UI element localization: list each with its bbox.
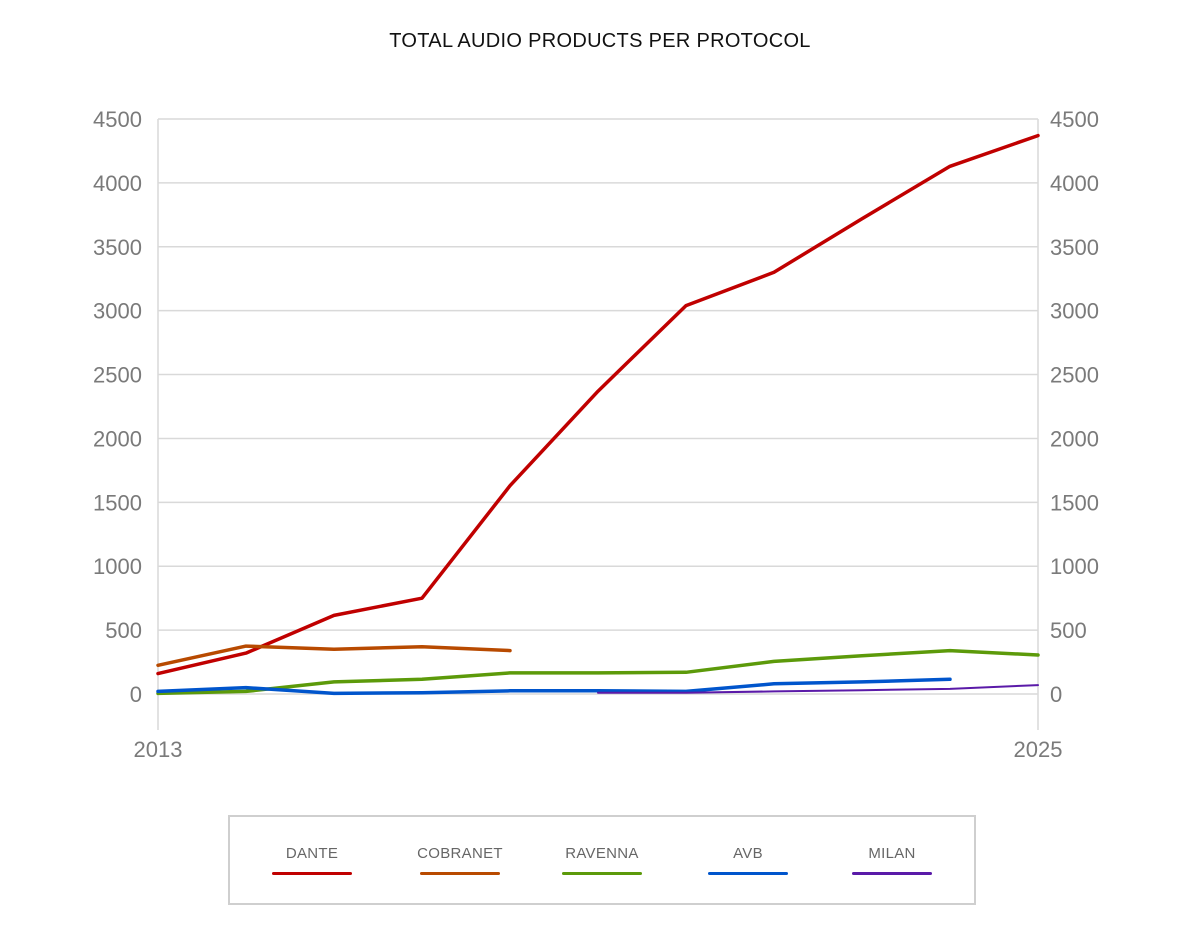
y-tick-label-left: 2000	[93, 426, 142, 451]
series-line-dante	[156, 133, 1040, 676]
legend-swatch	[562, 872, 642, 875]
y-tick-label-right: 4000	[1050, 171, 1099, 196]
y-tick-label-left: 4500	[93, 107, 142, 132]
x-tick-label: 2025	[1014, 737, 1063, 762]
x-tick-label: 2013	[134, 737, 183, 762]
gridlines	[158, 118, 1038, 695]
y-tick-label-left: 500	[105, 618, 142, 643]
y-tick-label-left: 0	[130, 682, 142, 707]
legend-label: AVB	[733, 845, 763, 862]
legend: DANTE COBRANET RAVENNA AVB MILAN	[228, 815, 976, 905]
line-chart: 0 0 500 500 1000 1000 1500 1500 2000 2000 2500 2500…	[93, 107, 1099, 762]
legend-item-ravenna: RAVENNA	[542, 845, 662, 875]
legend-item-cobranet: COBRANET	[400, 845, 520, 875]
series-lines	[156, 133, 1040, 696]
legend-swatch	[420, 872, 500, 875]
series-line-avb	[156, 677, 952, 696]
y-tick-label-right: 4500	[1050, 107, 1099, 132]
legend-label: COBRANET	[417, 845, 503, 862]
legend-item-milan: MILAN	[832, 845, 952, 875]
y-tick-label-left: 3000	[93, 299, 142, 324]
y-tick-label-left: 3500	[93, 235, 142, 260]
y-tick-label-right: 1000	[1050, 554, 1099, 579]
y-tick-label-left: 2500	[93, 363, 142, 388]
legend-label: RAVENNA	[565, 845, 639, 862]
y-tick-label-right: 1500	[1050, 490, 1099, 515]
series-line-cobranet	[156, 644, 512, 668]
legend-item-avb: AVB	[688, 845, 808, 875]
y-tick-label-right: 2000	[1050, 426, 1099, 451]
y-tick-label-right: 2500	[1050, 363, 1099, 388]
y-tick-label-right: 3000	[1050, 299, 1099, 324]
series-line-milan	[597, 684, 1039, 694]
legend-swatch	[272, 872, 352, 875]
series-line-ravenna	[156, 648, 1040, 696]
legend-swatch	[852, 872, 932, 875]
y-tick-label-left: 4000	[93, 171, 142, 196]
y-tick-label-right: 500	[1050, 618, 1087, 643]
y-tick-label-left: 1500	[93, 490, 142, 515]
legend-item-dante: DANTE	[252, 845, 372, 875]
tick-labels: 0 0 500 500 1000 1000 1500 1500 2000 2000 2500 2500…	[93, 107, 1099, 762]
y-tick-label-left: 1000	[93, 554, 142, 579]
legend-label: DANTE	[285, 845, 339, 862]
legend-label: MILAN	[868, 845, 916, 862]
y-tick-label-right: 0	[1050, 682, 1062, 707]
chart-title: TOTAL AUDIO PRODUCTS PER PROTOCOL	[389, 30, 811, 52]
axes	[157, 119, 1039, 730]
legend-swatch	[708, 872, 788, 875]
y-tick-label-right: 3500	[1050, 235, 1099, 260]
